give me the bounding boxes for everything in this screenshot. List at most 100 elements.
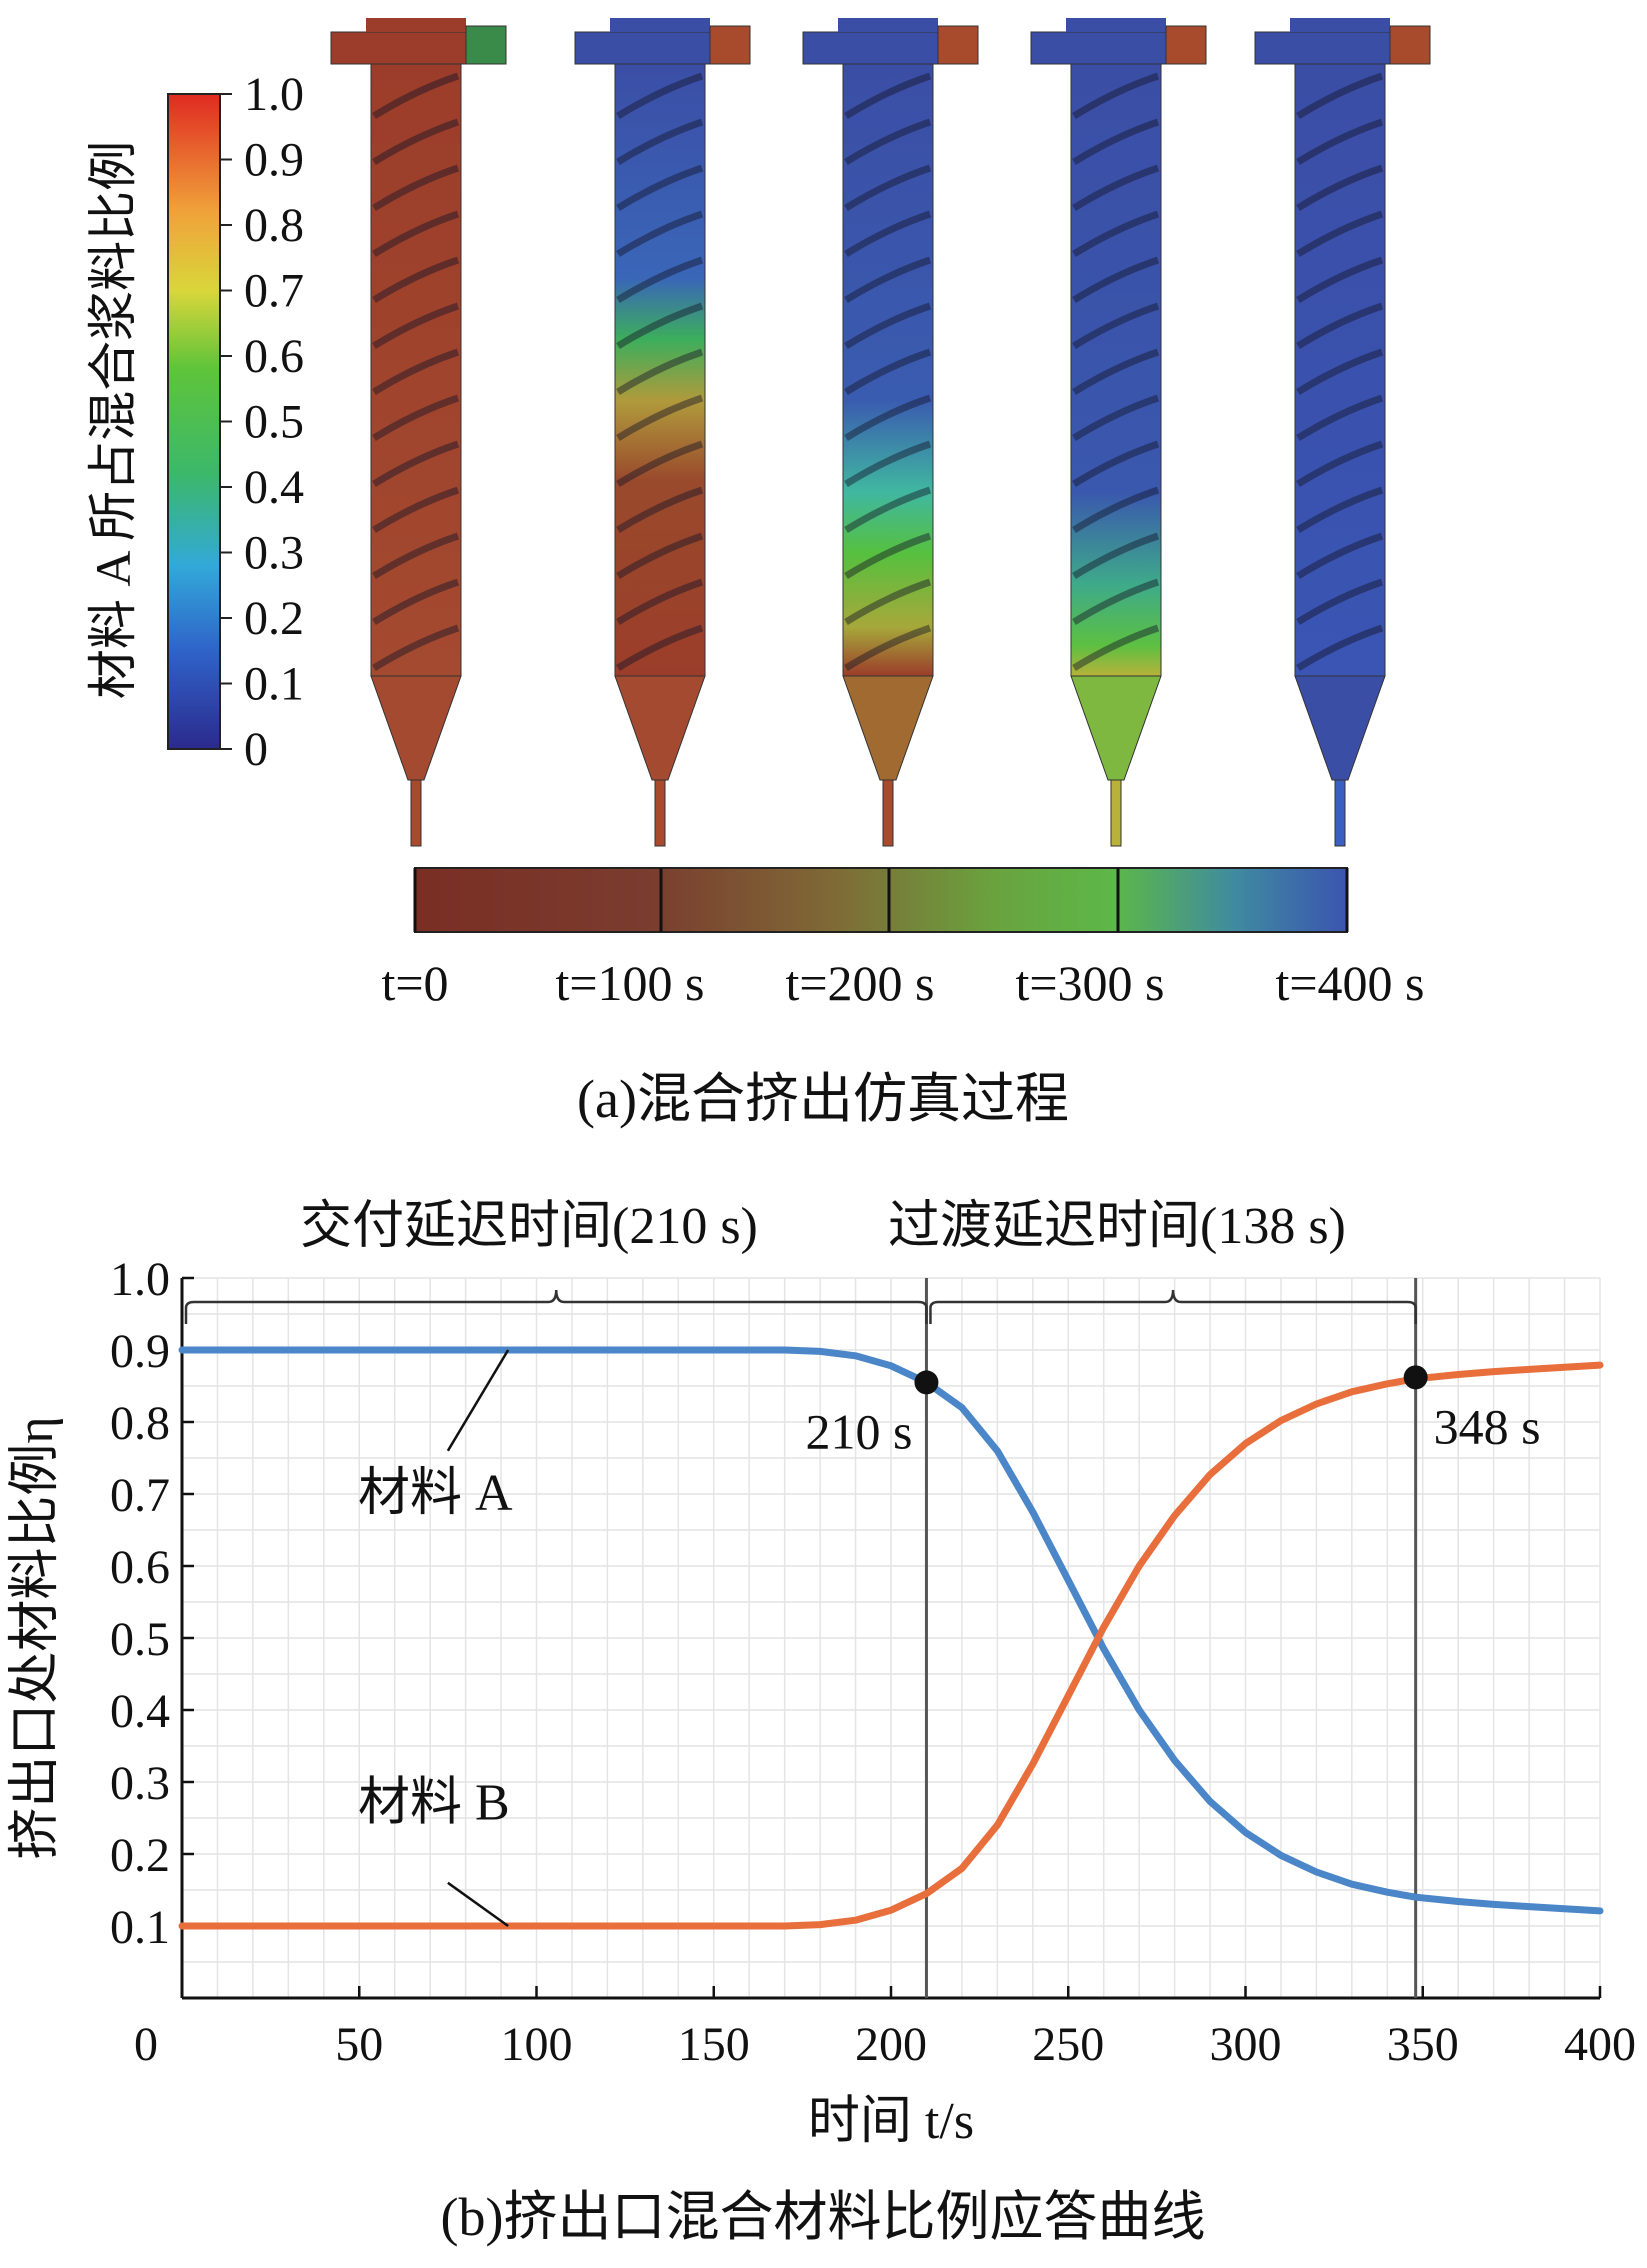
marker-label: 348 s bbox=[1434, 1398, 1541, 1454]
extruder-body bbox=[1294, 63, 1386, 677]
callout-line bbox=[447, 1881, 509, 1928]
y-axis-label: 挤出口处材料比例η bbox=[7, 1416, 64, 1859]
screw-flight bbox=[1072, 118, 1160, 165]
extruder-inlet bbox=[1389, 25, 1431, 65]
screw-flight bbox=[844, 164, 932, 211]
timeline-bar bbox=[414, 867, 1348, 933]
screw-flight bbox=[1296, 624, 1384, 671]
screw-flight bbox=[616, 624, 704, 671]
screw-flight bbox=[844, 440, 932, 487]
screw-flight bbox=[1072, 486, 1160, 533]
bracket-label-delivery: 交付延迟时间(210 s) bbox=[300, 1198, 758, 1255]
extruder-inlet bbox=[937, 25, 979, 65]
extruder-inlet bbox=[709, 25, 751, 65]
screw-flight bbox=[1296, 440, 1384, 487]
panel-b: 交付延迟时间(210 s) 过渡延迟时间(138 s) 0.1 0.2 0.3 0.4… bbox=[7, 1198, 1636, 2247]
screw-flight bbox=[616, 394, 704, 441]
colorbar-tick-label: 0.4 bbox=[244, 461, 304, 514]
screw-flight bbox=[372, 348, 460, 395]
screw-flight bbox=[844, 302, 932, 349]
extruder-cone bbox=[1070, 675, 1162, 781]
x-tick-label: 200 bbox=[855, 2018, 927, 2071]
y-tick-label: 0.5 bbox=[110, 1613, 170, 1666]
colorbar-title: 材料 A 所占混合浆料比例 bbox=[85, 141, 141, 699]
bracket-label-transition: 过渡延迟时间(138 s) bbox=[888, 1198, 1346, 1255]
panel-a-caption: (a)混合挤出仿真过程 bbox=[577, 1069, 1069, 1129]
marker-point bbox=[914, 1370, 939, 1395]
screw-flight bbox=[1296, 256, 1384, 303]
screw-flight bbox=[844, 486, 932, 533]
extruder-nozzle bbox=[882, 779, 894, 847]
screw-flight bbox=[372, 532, 460, 579]
x-tick-label: 150 bbox=[678, 2018, 750, 2071]
screw-flight bbox=[372, 624, 460, 671]
response-chart: 0.1 0.2 0.3 0.4 0.5 0.6 0.7 0.8 0.9 1.0 0 50 100 150 2… bbox=[7, 1253, 1636, 2150]
colorbar-tick-label: 0 bbox=[244, 723, 268, 776]
screw-flight bbox=[1296, 532, 1384, 579]
timeline-label: t=300 s bbox=[1015, 955, 1164, 1011]
screw-flight bbox=[1072, 256, 1160, 303]
timeline-label: t=100 s bbox=[555, 955, 704, 1011]
screw-flight bbox=[1296, 486, 1384, 533]
screw-flight bbox=[1296, 394, 1384, 441]
screw-flight bbox=[616, 164, 704, 211]
colorbar-tick-label: 0.2 bbox=[244, 592, 304, 645]
callout-line bbox=[446, 1349, 510, 1452]
series-line-0 bbox=[178, 1346, 1604, 1915]
screw-flight bbox=[1072, 532, 1160, 579]
screw-flight bbox=[1072, 578, 1160, 625]
x-tick-label: 400 bbox=[1564, 2018, 1636, 2071]
screw-flight bbox=[1296, 348, 1384, 395]
extruder-1 bbox=[574, 18, 751, 847]
screw-flight bbox=[1296, 302, 1384, 349]
screw-flight bbox=[1072, 394, 1160, 441]
marker-label: 210 s bbox=[805, 1403, 912, 1459]
screw-flight bbox=[844, 578, 932, 625]
screw-flight bbox=[372, 118, 460, 165]
y-tick-label: 0.2 bbox=[110, 1829, 170, 1882]
screw-flight bbox=[1296, 578, 1384, 625]
colorbar-tick-label: 0.9 bbox=[244, 134, 304, 187]
bracket bbox=[929, 1289, 1417, 1324]
screw-flight bbox=[1072, 348, 1160, 395]
extruder-nozzle bbox=[1334, 779, 1346, 847]
extruder-body bbox=[370, 63, 462, 677]
y-tick-label: 0.8 bbox=[110, 1397, 170, 1450]
series-label-a: 材料 A bbox=[358, 1465, 513, 1522]
screw-flight bbox=[616, 302, 704, 349]
timeline-label: t=0 bbox=[381, 955, 448, 1011]
extruder-3 bbox=[1030, 18, 1207, 847]
timeline-label: t=200 s bbox=[785, 955, 934, 1011]
colorbar-tick-label: 0.6 bbox=[244, 330, 304, 383]
extruder-cap-top bbox=[366, 18, 466, 32]
extruder-cone bbox=[370, 675, 462, 781]
screw-flight bbox=[1072, 624, 1160, 671]
colorbar-ticks: 1.0 0.9 0.8 0.7 0.6 0.5 0.4 0.3 0.2 0.1 0 bbox=[220, 68, 304, 776]
extruder-2 bbox=[802, 18, 979, 847]
extruder-cone bbox=[614, 675, 706, 781]
extruder-snapshots bbox=[330, 18, 1431, 847]
screw-flight bbox=[372, 394, 460, 441]
screw-flight bbox=[616, 486, 704, 533]
screw-flight bbox=[616, 118, 704, 165]
screw-flight bbox=[1072, 164, 1160, 211]
screw-flight bbox=[1072, 210, 1160, 257]
screw-flight bbox=[1296, 210, 1384, 257]
screw-flight bbox=[616, 72, 704, 119]
screw-flight bbox=[372, 210, 460, 257]
screw-flight bbox=[844, 624, 932, 671]
bracket bbox=[184, 1289, 928, 1324]
panel-a: 1.0 0.9 0.8 0.7 0.6 0.5 0.4 0.3 0.2 0.1 0 材料 A 所占混… bbox=[85, 18, 1431, 1129]
screw-flight bbox=[372, 302, 460, 349]
y-tick-label: 1.0 bbox=[110, 1253, 170, 1306]
screw-flight bbox=[844, 210, 932, 257]
screw-flight bbox=[1072, 302, 1160, 349]
timeline-label: t=400 s bbox=[1275, 955, 1424, 1011]
screw-flight bbox=[1072, 440, 1160, 487]
extruder-cap-top bbox=[1066, 18, 1166, 32]
x-tick-label: 300 bbox=[1210, 2018, 1282, 2071]
screw-flight bbox=[1296, 118, 1384, 165]
extruder-cone bbox=[1294, 675, 1386, 781]
x-tick-label: 100 bbox=[501, 2018, 573, 2071]
